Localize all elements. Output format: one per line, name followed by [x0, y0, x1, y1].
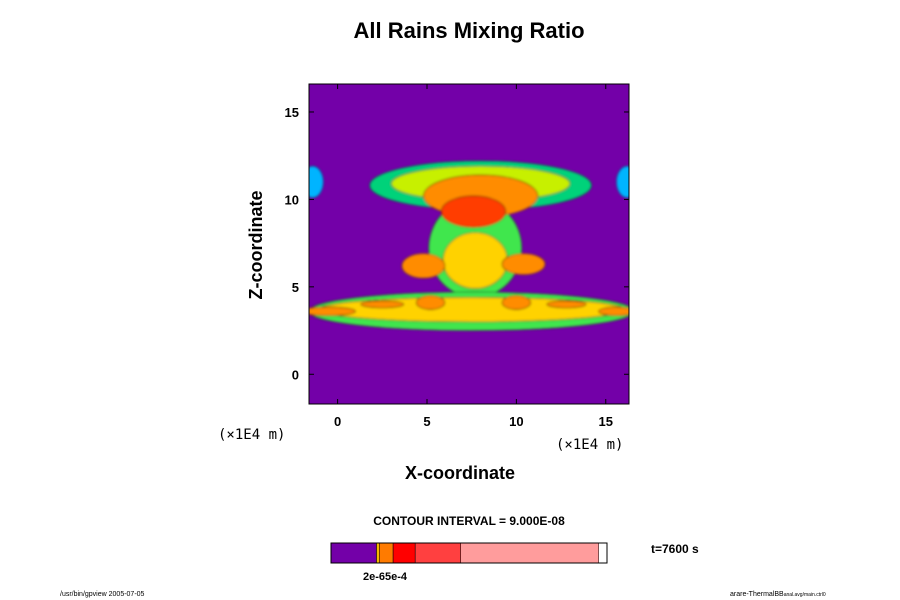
- colorbar: [330, 542, 599, 564]
- y-axis-unit: (×1E4 m): [218, 427, 285, 443]
- footer-right: arare-ThermalBBanal.avg/main.ctrl0: [730, 591, 826, 598]
- y-tick-label: 15: [285, 105, 299, 120]
- colorbar-segment: [376, 542, 380, 564]
- time-label: t=7600 s: [651, 542, 699, 556]
- plot-area: 0 5 10 15 0 5 10 15: [285, 83, 630, 429]
- colorbar-segment: [414, 542, 461, 564]
- contour-low-spot-2: [360, 300, 405, 309]
- footer-left-text: /usr/bin/gpview 2005-07-05: [60, 591, 145, 598]
- contour-low-spot-4: [501, 295, 531, 310]
- contour-low-layer-core: [317, 297, 626, 323]
- colorbar-segment: [379, 542, 394, 564]
- x-axis-unit: (×1E4 m): [556, 437, 623, 453]
- contour-low-spot-6: [598, 306, 629, 316]
- y-tick-label: 0: [292, 367, 299, 382]
- plot-frame: [308, 83, 630, 405]
- x-tick-label: 15: [599, 414, 613, 429]
- contour-low-spot-3: [415, 295, 446, 310]
- axis-ticks: 0 5 10 15 0 5 10 15: [285, 84, 629, 429]
- contour-low-spot-5: [546, 300, 587, 309]
- contour-interval-label: CONTOUR INTERVAL = 9.000E-08: [373, 514, 565, 528]
- colorbar-segment: [392, 542, 416, 564]
- colorbar-label: 2e-65e-4: [363, 571, 408, 583]
- colorbar-segment: [330, 542, 377, 564]
- contour-updraft-core: [440, 195, 506, 228]
- y-axis-label: Z-coordinate: [246, 190, 266, 299]
- contour-fields: [309, 160, 629, 331]
- contour-left-lobe: [401, 253, 446, 279]
- chart-title: All Rains Mixing Ratio: [353, 18, 584, 43]
- contour-edge-left: [309, 165, 324, 198]
- y-tick-label: 5: [292, 280, 299, 295]
- contour-right-lobe: [501, 253, 546, 275]
- x-axis-label: X-coordinate: [405, 463, 515, 483]
- y-tick-label: 10: [285, 192, 299, 207]
- x-tick-label: 10: [509, 414, 523, 429]
- colorbar-frame: [330, 542, 608, 564]
- x-tick-label: 0: [334, 414, 341, 429]
- contour-low-spot-1: [309, 306, 356, 316]
- x-tick-label: 5: [423, 414, 430, 429]
- contour-column-core: [442, 232, 508, 289]
- footer-right-text: arare-ThermalBB: [730, 591, 784, 598]
- footer-right-subtext: anal.avg/main.ctrl0: [784, 592, 826, 598]
- colorbar-segment: [460, 542, 599, 564]
- contour-edge-right: [616, 165, 629, 198]
